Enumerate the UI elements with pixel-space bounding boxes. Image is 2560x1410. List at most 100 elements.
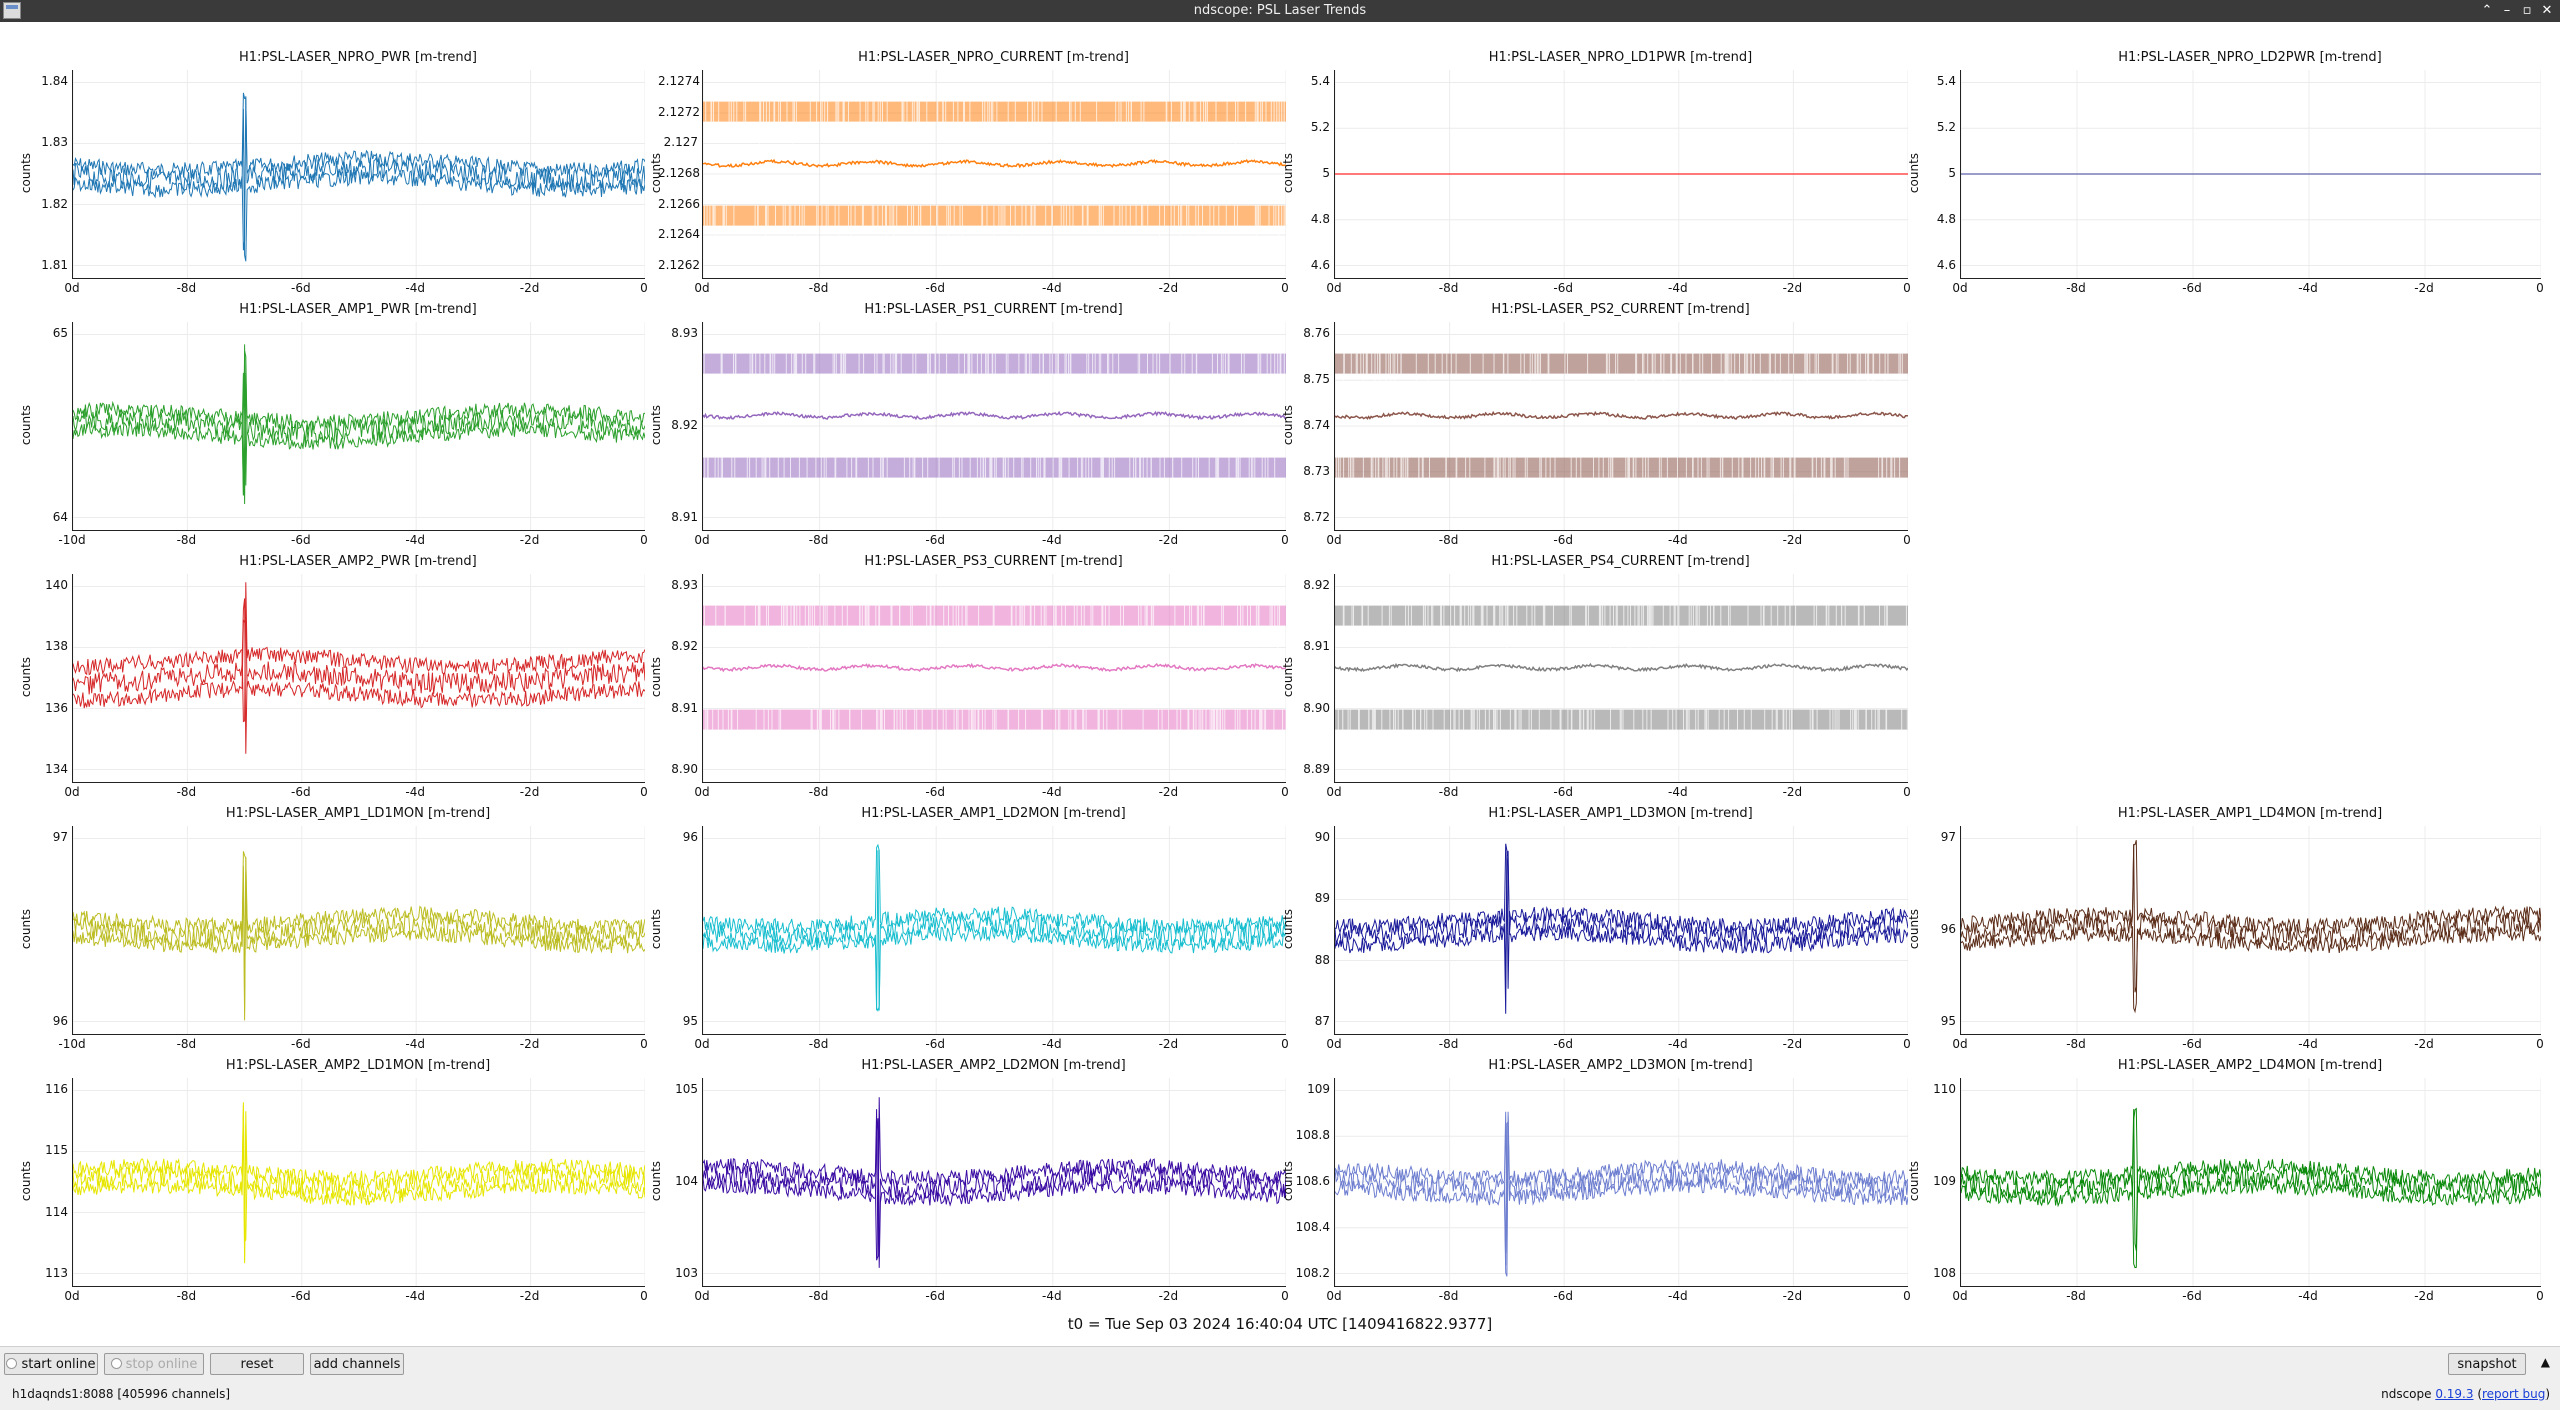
y-tick-label: 65 — [52, 326, 68, 341]
x-tick-label: 0 — [640, 281, 648, 295]
x-tick-label: -6d — [2182, 281, 2202, 295]
plot-axes[interactable] — [1960, 826, 2541, 1035]
plot-panel[interactable]: H1:PSL-LASER_AMP2_LD3MON [m-trend] counts… — [1264, 1058, 1913, 1310]
x-tick-label: -6d — [1553, 533, 1573, 547]
plot-axes[interactable] — [702, 826, 1286, 1035]
plot-panel[interactable]: H1:PSL-LASER_AMP2_LD2MON [m-trend] counts… — [632, 1058, 1291, 1310]
plot-axes[interactable] — [1334, 826, 1908, 1035]
maximize-icon[interactable]: ▫ — [2522, 3, 2532, 18]
trace-line — [73, 582, 645, 723]
plot-panel[interactable]: H1:PSL-LASER_AMP2_LD1MON [m-trend] counts… — [2, 1058, 650, 1310]
plot-panel[interactable]: H1:PSL-LASER_AMP2_PWR [m-trend] counts 140… — [2, 554, 650, 806]
version-link[interactable]: 0.19.3 — [2435, 1387, 2474, 1401]
plot-axes[interactable] — [72, 826, 645, 1035]
trace-canvas — [1961, 826, 2541, 1034]
x-tick-label: -6d — [925, 1037, 945, 1051]
y-tick-label: 104 — [675, 1174, 698, 1188]
plot-title: H1:PSL-LASER_NPRO_CURRENT [m-trend] — [858, 50, 1129, 65]
snapshot-button[interactable]: snapshot — [2448, 1353, 2526, 1375]
x-tick-label: 0 — [1281, 1289, 1289, 1303]
add-channels-button[interactable]: add channels — [310, 1353, 404, 1375]
x-tick-label: -8d — [176, 1037, 197, 1051]
version-prefix: ndscope — [2381, 1387, 2436, 1401]
plot-panel[interactable]: H1:PSL-LASER_PS1_CURRENT [m-trend] counts… — [632, 302, 1291, 554]
y-tick-label: 108.8 — [1295, 1128, 1330, 1143]
plot-axes[interactable] — [1334, 574, 1908, 783]
y-tick-label: 116 — [45, 1082, 68, 1097]
trace-line — [1961, 924, 2541, 1014]
plot-axes[interactable] — [1334, 322, 1908, 531]
close-icon[interactable]: ✕ — [2541, 3, 2553, 18]
plot-axes[interactable] — [1960, 70, 2541, 279]
x-tick-label: 0d — [1326, 785, 1342, 799]
x-tick-label: -4d — [1668, 1037, 1688, 1051]
plot-panel[interactable]: H1:PSL-LASER_AMP1_LD1MON [m-trend] counts… — [2, 806, 650, 1058]
plot-axes[interactable] — [1334, 1078, 1908, 1287]
x-tick-label: -2d — [1158, 533, 1179, 547]
trace-line — [73, 1114, 645, 1264]
x-tick-label: -6d — [1553, 1289, 1573, 1303]
start-online-button[interactable]: start online — [4, 1353, 98, 1375]
x-tick-label: 0 — [640, 1037, 648, 1051]
plot-axes[interactable] — [702, 70, 1286, 279]
plot-axes[interactable] — [702, 1078, 1286, 1287]
y-tick-label: 2.1266 — [658, 196, 700, 211]
record-icon — [6, 1358, 18, 1369]
plot-axes[interactable] — [72, 70, 645, 279]
x-tick-label: -4d — [1668, 281, 1688, 295]
x-tick-label: -2d — [1782, 1289, 1803, 1303]
trace-canvas — [1961, 70, 2541, 278]
plot-title: H1:PSL-LASER_NPRO_LD2PWR [m-trend] — [2118, 50, 2382, 65]
app-icon[interactable] — [3, 2, 21, 19]
y-tick-label: 113 — [45, 1265, 68, 1280]
plot-panel[interactable]: H1:PSL-LASER_AMP2_LD4MON [m-trend] counts… — [1890, 1058, 2546, 1310]
plot-title: H1:PSL-LASER_AMP1_LD3MON [m-trend] — [1488, 806, 1753, 821]
y-tick-label: 8.75 — [1303, 372, 1330, 387]
plot-axes[interactable] — [72, 322, 645, 531]
x-tick-label: 0 — [1903, 785, 1911, 799]
stop-online-button[interactable]: stop online — [104, 1353, 204, 1375]
plot-axes[interactable] — [1334, 70, 1908, 279]
plot-panel[interactable]: H1:PSL-LASER_AMP1_PWR [m-trend] counts 65 6… — [2, 302, 650, 554]
trace-canvas — [73, 574, 645, 782]
y-tick-label: 97 — [1940, 830, 1956, 845]
x-tick-label: 0 — [1281, 281, 1289, 295]
trace-canvas — [1961, 1078, 2541, 1286]
plot-axes[interactable] — [72, 574, 645, 783]
plot-title: H1:PSL-LASER_AMP2_LD2MON [m-trend] — [861, 1058, 1126, 1073]
x-tick-label: 0 — [2536, 1289, 2544, 1303]
report-bug-link[interactable]: report bug — [2482, 1387, 2546, 1401]
plot-panel[interactable]: H1:PSL-LASER_NPRO_LD1PWR [m-trend] counts… — [1264, 50, 1913, 302]
trace-line — [1335, 1116, 1908, 1277]
x-tick-label: 0d — [64, 281, 80, 295]
trace-line — [73, 851, 645, 935]
y-tick-label: 97 — [52, 830, 68, 845]
collapse-icon[interactable]: ▲ — [2540, 1355, 2550, 1369]
x-tick-label: -8d — [808, 785, 829, 799]
x-tick-label: -6d — [1553, 281, 1573, 295]
chevron-up-icon[interactable]: ⌃ — [2481, 3, 2493, 18]
plot-panel[interactable]: H1:PSL-LASER_AMP1_LD3MON [m-trend] counts… — [1264, 806, 1913, 1058]
plot-axes[interactable] — [72, 1078, 645, 1287]
plot-panel[interactable]: H1:PSL-LASER_NPRO_LD2PWR [m-trend] counts… — [1890, 50, 2546, 302]
x-tick-label: -6d — [925, 1289, 945, 1303]
trace-canvas — [1335, 1078, 1908, 1286]
y-tick-label: 5.4 — [1310, 74, 1330, 89]
plot-panel[interactable]: H1:PSL-LASER_NPRO_CURRENT [m-trend] count… — [632, 50, 1291, 302]
reset-button[interactable]: reset — [210, 1353, 304, 1375]
plot-axes[interactable] — [1960, 1078, 2541, 1287]
plot-panel[interactable]: H1:PSL-LASER_PS3_CURRENT [m-trend] counts… — [632, 554, 1291, 806]
trace-band — [1335, 353, 1908, 374]
plot-panel[interactable]: H1:PSL-LASER_NPRO_PWR [m-trend] counts 1.8… — [2, 50, 650, 302]
plot-axes[interactable] — [702, 574, 1286, 783]
x-tick-label: -8d — [1438, 281, 1459, 295]
x-tick-label: -6d — [291, 281, 311, 295]
plot-panel[interactable]: H1:PSL-LASER_AMP1_LD4MON [m-trend] counts… — [1890, 806, 2546, 1058]
minimize-icon[interactable]: – — [2503, 3, 2511, 18]
trace-canvas — [1335, 322, 1908, 530]
plot-panel[interactable]: H1:PSL-LASER_AMP1_LD2MON [m-trend] counts… — [632, 806, 1291, 1058]
plot-axes[interactable] — [702, 322, 1286, 531]
y-tick-label: 89 — [1314, 891, 1330, 906]
plot-panel[interactable]: H1:PSL-LASER_PS4_CURRENT [m-trend] counts… — [1264, 554, 1913, 806]
plot-panel[interactable]: H1:PSL-LASER_PS2_CURRENT [m-trend] counts… — [1264, 302, 1913, 554]
